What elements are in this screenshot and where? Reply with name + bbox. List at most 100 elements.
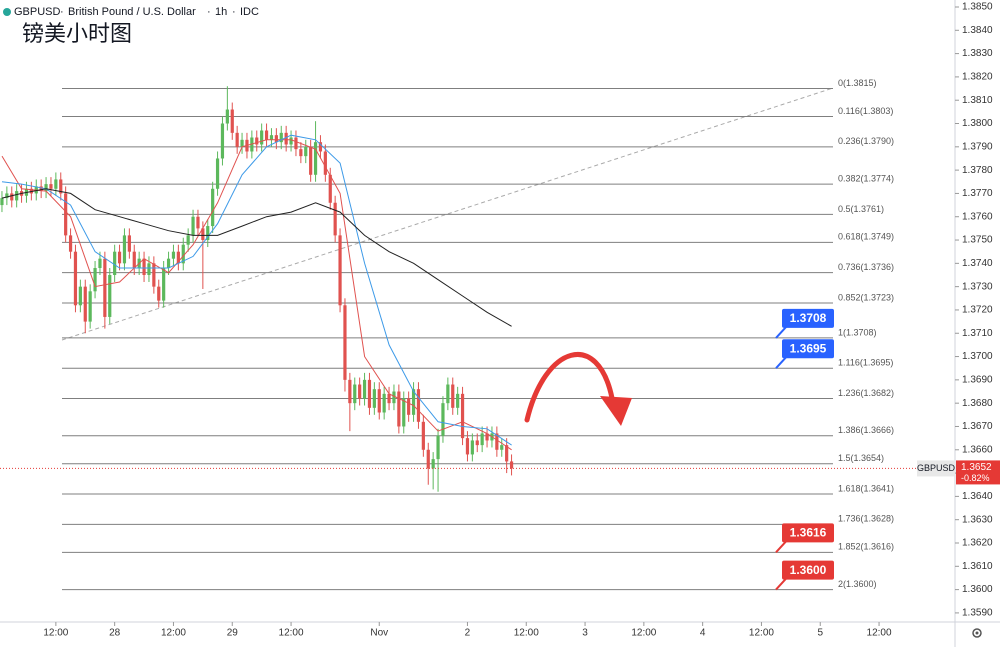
fib-label: 1.116(1.3695)	[838, 358, 893, 368]
x-tick-label: 12:00	[514, 628, 539, 639]
candle-body	[323, 151, 327, 175]
candle-body	[470, 440, 474, 455]
candle-body	[220, 123, 225, 159]
status-dot	[3, 8, 11, 16]
candle-body	[142, 258, 146, 275]
y-tick-label: 1.3600	[962, 584, 993, 595]
moving-average	[1, 188, 512, 327]
candle-body	[328, 174, 332, 203]
candle-body	[318, 142, 323, 152]
fib-label: 0(1.3815)	[838, 78, 877, 88]
candle-body	[44, 184, 48, 192]
price-tag-label: 1.3695	[790, 341, 827, 355]
x-tick-label: Nov	[370, 628, 388, 639]
candle-body	[113, 251, 117, 275]
candle-body	[176, 251, 180, 264]
candle-body	[358, 384, 362, 399]
fib-label: 1.5(1.3654)	[838, 453, 884, 463]
y-tick-label: 1.3840	[962, 25, 993, 36]
candle-body	[372, 389, 376, 408]
x-tick-label: 3	[582, 628, 588, 639]
candle-body	[460, 393, 465, 439]
y-tick-label: 1.3750	[962, 235, 993, 246]
candle-body	[333, 202, 337, 236]
candle-body	[206, 226, 210, 241]
candle-body	[64, 193, 68, 236]
fib-label: 1.618(1.3641)	[838, 483, 894, 493]
y-tick-label: 1.3700	[962, 351, 993, 362]
candle-body	[73, 251, 78, 306]
fib-label: 0.382(1.3774)	[838, 173, 894, 183]
candle-body	[186, 235, 190, 245]
last-price-change: -0.82%	[961, 473, 990, 483]
candle-body	[255, 137, 259, 145]
y-tick-label: 1.3640	[962, 491, 993, 502]
candle-body	[117, 251, 122, 264]
last-price-tag	[956, 460, 1000, 485]
fib-label: 0.5(1.3761)	[838, 204, 884, 214]
candle-body	[362, 379, 367, 399]
candle-body	[397, 391, 401, 427]
candle-body	[411, 389, 416, 415]
x-tick-label: 4	[700, 628, 706, 639]
candle-body	[166, 258, 171, 269]
candle-body	[10, 193, 14, 201]
price-tag-box	[782, 308, 834, 328]
candle-body	[436, 435, 440, 460]
candle-body	[480, 433, 484, 446]
plot-area: 0(1.3815) 0.116(1.3803) 0.236(1.3790) 0.382…	[0, 78, 894, 591]
y-tick-label: 1.3830	[962, 48, 993, 59]
separator: ·	[60, 6, 64, 18]
x-tick-label: 28	[109, 628, 121, 639]
price-tag-box	[782, 560, 834, 580]
y-tick-label: 1.3610	[962, 561, 993, 572]
x-tick-label: 12:00	[749, 628, 774, 639]
y-tick-label: 1.3790	[962, 141, 993, 152]
candle-body	[304, 146, 308, 157]
candle-body	[495, 433, 499, 450]
y-tick-label: 1.3770	[962, 188, 993, 199]
candle-body	[485, 433, 489, 441]
fib-label: 0.236(1.3790)	[838, 136, 894, 146]
y-tick-label: 1.3710	[962, 328, 993, 339]
y-tick-label: 1.3820	[962, 72, 993, 83]
fib-label: 1.236(1.3682)	[838, 388, 894, 398]
x-tick-label: 12:00	[867, 628, 892, 639]
y-tick-label: 1.3590	[962, 608, 993, 619]
price-tag-label: 1.3708	[790, 311, 827, 325]
candle-body	[446, 384, 450, 404]
candle-body	[225, 109, 229, 124]
gear-center[interactable]	[975, 631, 979, 635]
candle-body	[313, 142, 318, 175]
y-tick-label: 1.3760	[962, 211, 993, 222]
candle-body	[456, 393, 460, 408]
y-tick-label: 1.3720	[962, 305, 993, 316]
candle-body	[269, 135, 274, 140]
candle-body	[68, 235, 73, 252]
candle-body	[377, 389, 381, 413]
candle-body	[505, 445, 509, 462]
price-tag-box	[782, 339, 834, 359]
symbol-tag	[917, 460, 955, 477]
candle-body	[426, 449, 430, 469]
candle-body	[39, 186, 43, 192]
settings-icon[interactable]	[972, 628, 982, 638]
candle-body	[451, 384, 455, 408]
candle-body	[392, 391, 396, 404]
candle-body	[15, 191, 19, 201]
candle-body	[215, 158, 220, 189]
candle-body	[416, 389, 421, 422]
fib-trendline	[61, 87, 834, 341]
separator: ·	[232, 6, 236, 18]
candle-body	[500, 445, 504, 450]
source: IDC	[240, 6, 259, 18]
candle-body	[49, 184, 53, 189]
candle-body	[201, 228, 205, 241]
candle-body	[289, 137, 293, 145]
candle-body	[387, 393, 391, 404]
fib-label: 1.386(1.3666)	[838, 425, 894, 435]
gear[interactable]	[972, 628, 982, 638]
candle-body	[294, 137, 298, 150]
candle-body	[348, 379, 352, 404]
